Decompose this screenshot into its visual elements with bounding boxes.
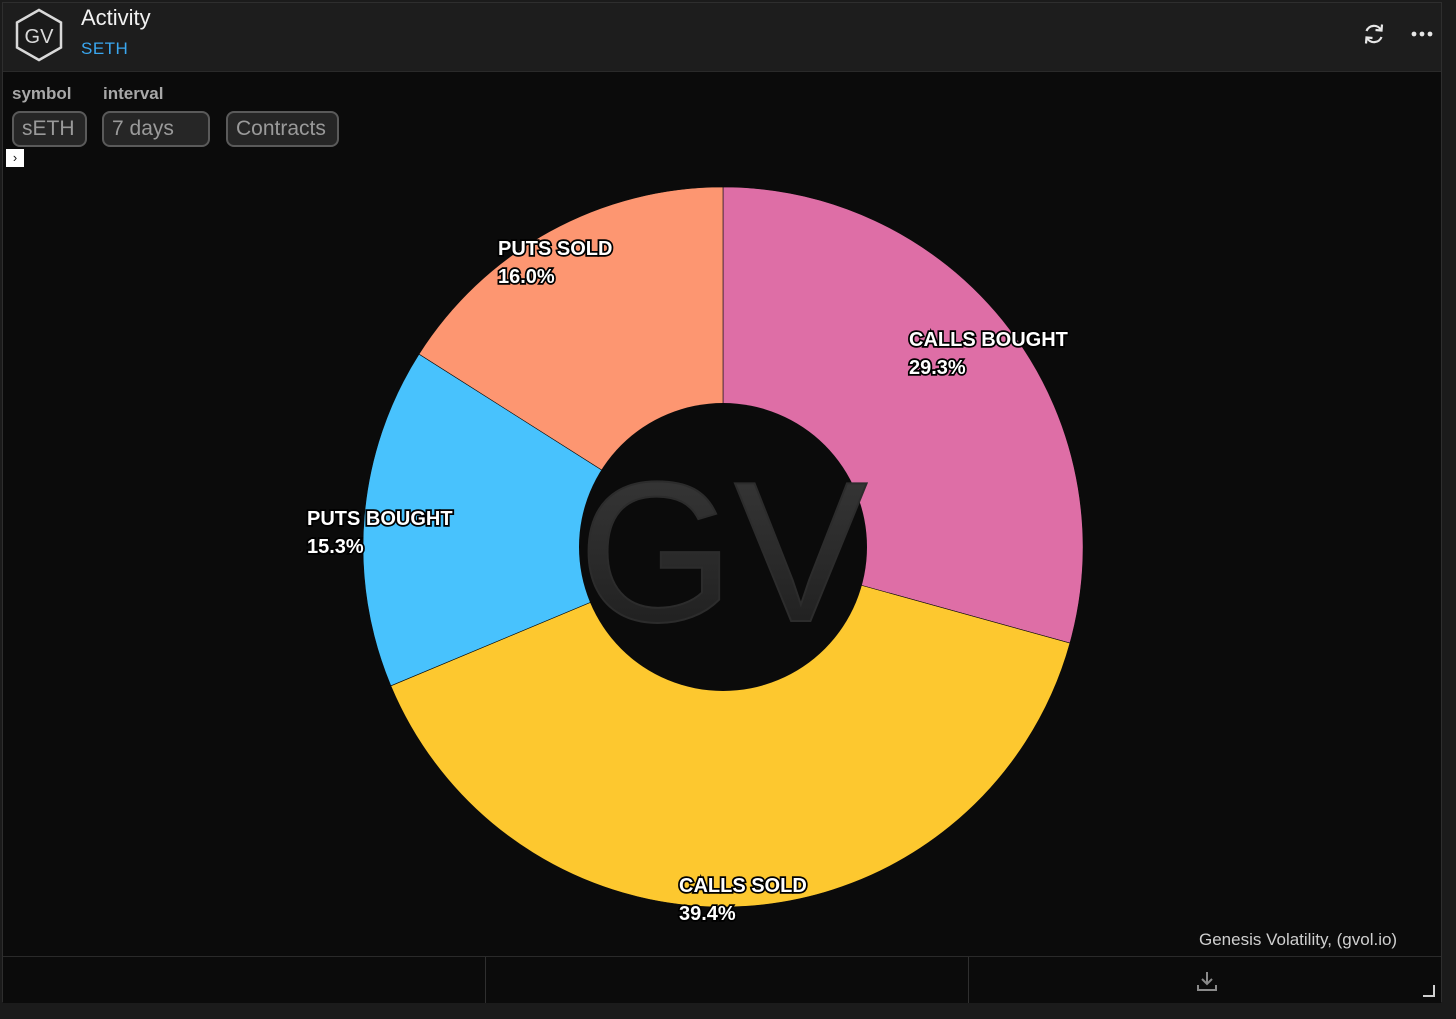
slice-label: PUTS BOUGHT 15.3% [307,508,453,558]
slice-label: PUTS SOLD 16.0% [498,238,612,288]
slice-label: CALLS BOUGHT 29.3% [909,329,1068,379]
download-icon [1197,972,1217,991]
symbol-select[interactable]: sETH [12,111,87,147]
panel-header: GV Activity SETH [3,3,1441,72]
panel-title: Activity [81,5,151,30]
pie-slice-puts-bought[interactable] [362,353,724,687]
download-button[interactable] [1193,967,1221,995]
refresh-icon [1364,24,1384,44]
slice-label-value: 15.3% [307,536,364,558]
gv-logo: GV [15,8,63,62]
donut-chart: GV CALLS BOUGHT 29.3% CALLS SOLD 39.4% PUTS … [305,186,1084,927]
footer-divider [485,957,486,1003]
slice-label-name: CALLS BOUGHT [909,329,1068,351]
footer-divider [968,957,969,1003]
panel-subtitle: SETH [81,39,129,58]
donut-hole [579,403,867,691]
interval-label: interval [103,84,164,103]
slice-label-value: 39.4% [679,903,736,925]
chart-attribution: Genesis Volatility, (gvol.io) [1199,930,1398,949]
slice-label-name: CALLS SOLD [679,875,807,897]
interval-select[interactable]: 7 days [102,111,210,147]
slice-label-name: PUTS SOLD [498,238,612,260]
more-button[interactable] [1405,17,1439,51]
activity-panel: GV Activity SETH symbol interval sETH 7 … [2,2,1442,1003]
slice-label-value: 16.0% [498,266,555,288]
resize-handle[interactable] [1423,985,1435,997]
unit-select[interactable]: Contracts [226,111,339,147]
logo-text: GV [25,26,55,48]
chevron-right-icon: › [12,150,18,165]
slice-label: CALLS SOLD 39.4% [679,875,807,925]
more-icon [1411,31,1433,37]
slice-label-value: 29.3% [909,357,966,379]
refresh-button[interactable] [1357,17,1391,51]
panel-footer [3,956,1441,1003]
chart-watermark: GV [579,441,868,664]
symbol-label: symbol [12,84,72,103]
slice-label-name: PUTS BOUGHT [307,508,453,530]
pie-slice-calls-sold[interactable] [390,546,1071,908]
expand-toggle[interactable]: › [6,149,24,167]
